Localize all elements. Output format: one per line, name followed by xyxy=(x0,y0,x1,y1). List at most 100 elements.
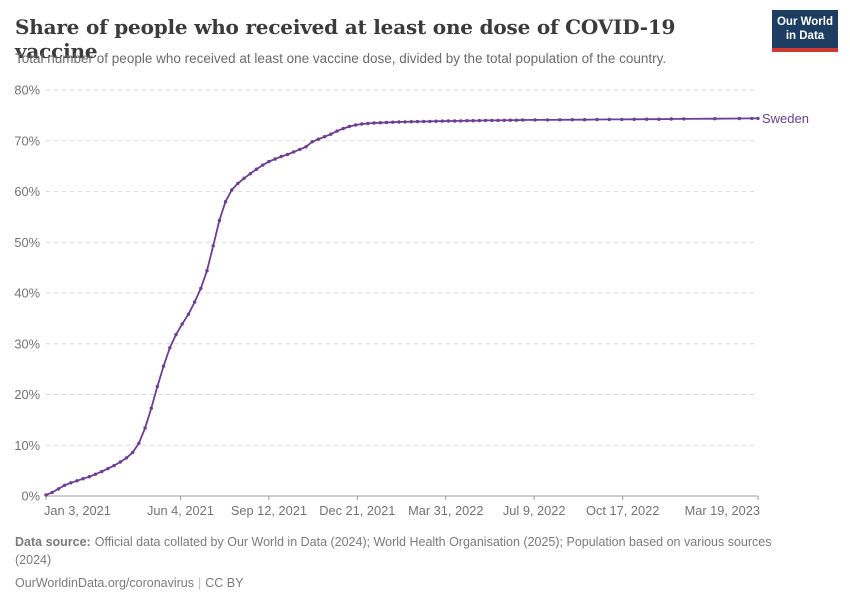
data-point-marker[interactable] xyxy=(607,117,612,122)
data-point-marker[interactable] xyxy=(372,121,376,125)
data-point-marker[interactable] xyxy=(378,121,382,125)
data-point-marker[interactable] xyxy=(471,119,475,123)
data-point-marker[interactable] xyxy=(87,475,92,479)
data-point-marker[interactable] xyxy=(131,450,135,455)
data-point-marker[interactable] xyxy=(483,118,488,123)
data-point-marker[interactable] xyxy=(292,150,296,154)
data-point-marker[interactable] xyxy=(161,364,166,368)
data-point-marker[interactable] xyxy=(391,120,395,124)
data-point-marker[interactable] xyxy=(582,118,587,122)
data-point-marker[interactable] xyxy=(217,218,222,223)
data-point-marker[interactable] xyxy=(273,157,277,161)
data-point-marker[interactable] xyxy=(124,456,129,460)
data-point-marker[interactable] xyxy=(304,145,308,149)
data-point-marker[interactable] xyxy=(155,384,160,389)
data-point-marker[interactable] xyxy=(682,117,686,121)
series-line-sweden[interactable] xyxy=(45,117,759,496)
data-point-marker[interactable] xyxy=(149,406,153,410)
data-point-marker[interactable] xyxy=(329,132,333,136)
cc-by-license-link[interactable]: CC BY xyxy=(205,576,244,590)
data-point-marker[interactable] xyxy=(192,300,197,304)
data-point-marker[interactable] xyxy=(713,117,717,121)
data-point-marker[interactable] xyxy=(62,483,67,487)
data-point-marker[interactable] xyxy=(248,172,252,176)
data-point-marker[interactable] xyxy=(310,140,314,144)
data-point-marker[interactable] xyxy=(409,120,413,124)
data-point-marker[interactable] xyxy=(595,117,599,122)
data-point-marker[interactable] xyxy=(521,118,525,122)
data-point-marker[interactable] xyxy=(353,123,358,127)
data-point-marker[interactable] xyxy=(669,117,673,121)
data-point-marker[interactable] xyxy=(644,117,649,121)
data-point-marker[interactable] xyxy=(496,118,500,123)
data-point-marker[interactable] xyxy=(267,159,271,164)
data-point-marker[interactable] xyxy=(106,466,110,471)
data-point-marker[interactable] xyxy=(366,121,370,126)
data-point-marker[interactable] xyxy=(347,124,352,129)
data-point-marker[interactable] xyxy=(756,116,760,121)
data-point-marker[interactable] xyxy=(422,119,426,124)
data-point-marker[interactable] xyxy=(440,119,444,123)
data-point-marker[interactable] xyxy=(397,120,401,124)
data-point-marker[interactable] xyxy=(81,477,85,481)
data-point-marker[interactable] xyxy=(632,117,636,122)
data-point-marker[interactable] xyxy=(490,118,494,123)
data-point-marker[interactable] xyxy=(545,118,550,122)
data-point-marker[interactable] xyxy=(502,118,506,123)
data-point-marker[interactable] xyxy=(452,119,457,123)
data-point-marker[interactable] xyxy=(508,118,512,122)
data-point-marker[interactable] xyxy=(112,463,116,468)
data-point-marker[interactable] xyxy=(434,119,438,123)
data-point-marker[interactable] xyxy=(236,181,240,186)
data-point-marker[interactable] xyxy=(750,116,754,121)
data-point-marker[interactable] xyxy=(168,346,172,350)
owid-coronavirus-link[interactable]: OurWorldinData.org/coronavirus xyxy=(15,576,195,590)
data-point-marker[interactable] xyxy=(93,472,98,476)
data-point-marker[interactable] xyxy=(137,441,141,445)
data-point-marker[interactable] xyxy=(620,117,624,122)
data-point-marker[interactable] xyxy=(322,135,327,139)
data-point-marker[interactable] xyxy=(75,479,79,483)
data-point-marker[interactable] xyxy=(174,332,178,337)
data-point-marker[interactable] xyxy=(143,426,147,430)
data-point-marker[interactable] xyxy=(570,118,574,122)
data-point-marker[interactable] xyxy=(44,493,48,497)
data-point-marker[interactable] xyxy=(279,154,283,159)
data-point-marker[interactable] xyxy=(118,460,123,464)
data-point-marker[interactable] xyxy=(180,322,184,326)
data-point-marker[interactable] xyxy=(242,176,246,180)
data-point-marker[interactable] xyxy=(186,312,191,316)
data-point-marker[interactable] xyxy=(254,167,259,171)
data-point-marker[interactable] xyxy=(316,137,321,141)
data-point-marker[interactable] xyxy=(428,119,432,124)
owid-logo[interactable]: Our World in Data xyxy=(772,10,838,52)
data-point-marker[interactable] xyxy=(223,200,228,204)
data-point-marker[interactable] xyxy=(477,118,482,123)
data-point-marker[interactable] xyxy=(199,286,203,291)
data-point-marker[interactable] xyxy=(50,490,54,495)
data-point-marker[interactable] xyxy=(100,469,104,474)
data-point-marker[interactable] xyxy=(514,118,519,122)
data-point-marker[interactable] xyxy=(298,147,302,152)
data-point-marker[interactable] xyxy=(384,120,389,125)
data-point-marker[interactable] xyxy=(737,116,742,121)
data-point-marker[interactable] xyxy=(335,129,339,133)
data-point-marker[interactable] xyxy=(205,269,209,273)
series-entity-label[interactable]: Sweden xyxy=(762,111,809,127)
data-point-marker[interactable] xyxy=(285,152,290,157)
data-point-marker[interactable] xyxy=(360,122,364,126)
data-point-marker[interactable] xyxy=(533,118,537,122)
data-point-marker[interactable] xyxy=(69,481,73,485)
data-point-marker[interactable] xyxy=(403,120,407,124)
data-point-marker[interactable] xyxy=(459,119,463,123)
data-point-marker[interactable] xyxy=(230,188,234,192)
data-point-marker[interactable] xyxy=(446,119,451,123)
data-point-marker[interactable] xyxy=(341,126,345,131)
data-point-marker[interactable] xyxy=(211,244,215,248)
data-point-marker[interactable] xyxy=(558,118,562,122)
data-point-marker[interactable] xyxy=(56,487,61,491)
data-point-marker[interactable] xyxy=(465,119,469,123)
data-point-marker[interactable] xyxy=(261,163,265,167)
data-point-marker[interactable] xyxy=(415,119,420,124)
data-point-marker[interactable] xyxy=(657,117,661,121)
